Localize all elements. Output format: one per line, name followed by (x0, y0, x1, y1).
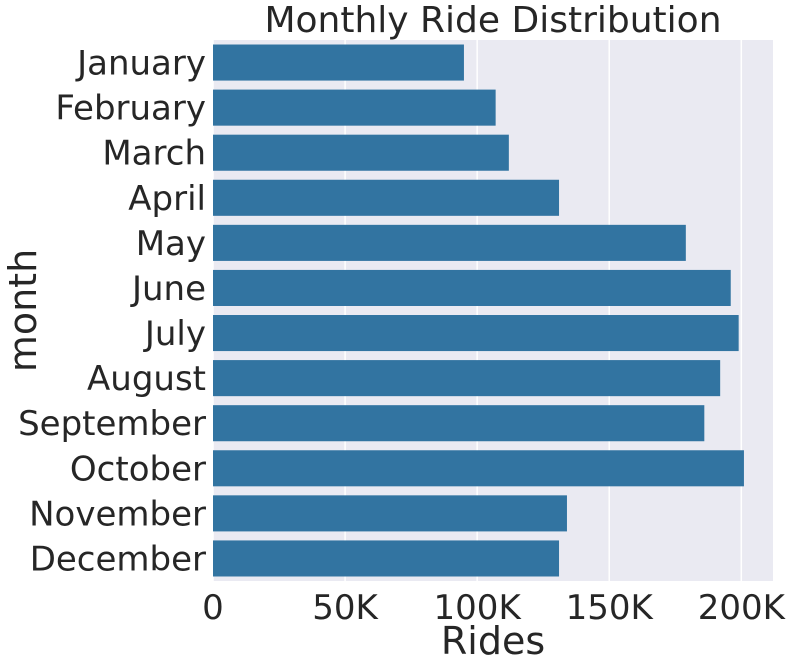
bar (213, 360, 721, 397)
x-tick-label: 50K (312, 588, 379, 628)
y-tick-label: February (55, 89, 206, 129)
x-axis-label: Rides (441, 619, 545, 663)
bar (213, 179, 560, 216)
bar (213, 495, 567, 532)
y-tick-label: October (70, 449, 206, 489)
plot-area (213, 40, 773, 581)
y-tick-labels: January February March April May June July Augu… (18, 44, 206, 580)
chart-title: Monthly Ride Distribution (264, 0, 721, 41)
bar (213, 224, 686, 261)
y-tick-label: December (30, 539, 206, 579)
x-tick-label: 150K (566, 588, 655, 628)
x-tick-labels: 0 50K 100K 150K 200K (202, 588, 786, 628)
bar (213, 315, 739, 352)
bar (213, 89, 496, 126)
x-tick-label: 0 (202, 588, 224, 628)
y-tick-label: January (75, 44, 206, 84)
bar (213, 540, 560, 577)
bars (213, 44, 744, 577)
y-axis-label: month (1, 249, 45, 372)
y-tick-label: September (18, 404, 206, 444)
y-tick-label: June (130, 269, 206, 309)
bar (213, 134, 509, 171)
y-tick-label: May (136, 224, 206, 264)
y-tick-label: November (29, 494, 206, 534)
x-tick-label: 200K (698, 588, 787, 628)
bar (213, 405, 705, 442)
bar (213, 44, 464, 81)
bar (213, 269, 731, 306)
y-tick-label: July (143, 314, 206, 354)
grid-lines (212, 40, 743, 581)
x-tick-label: 100K (434, 588, 523, 628)
y-tick-label: August (87, 359, 206, 399)
bar (213, 450, 744, 487)
y-tick-label: April (128, 179, 206, 219)
y-tick-label: March (102, 134, 206, 174)
